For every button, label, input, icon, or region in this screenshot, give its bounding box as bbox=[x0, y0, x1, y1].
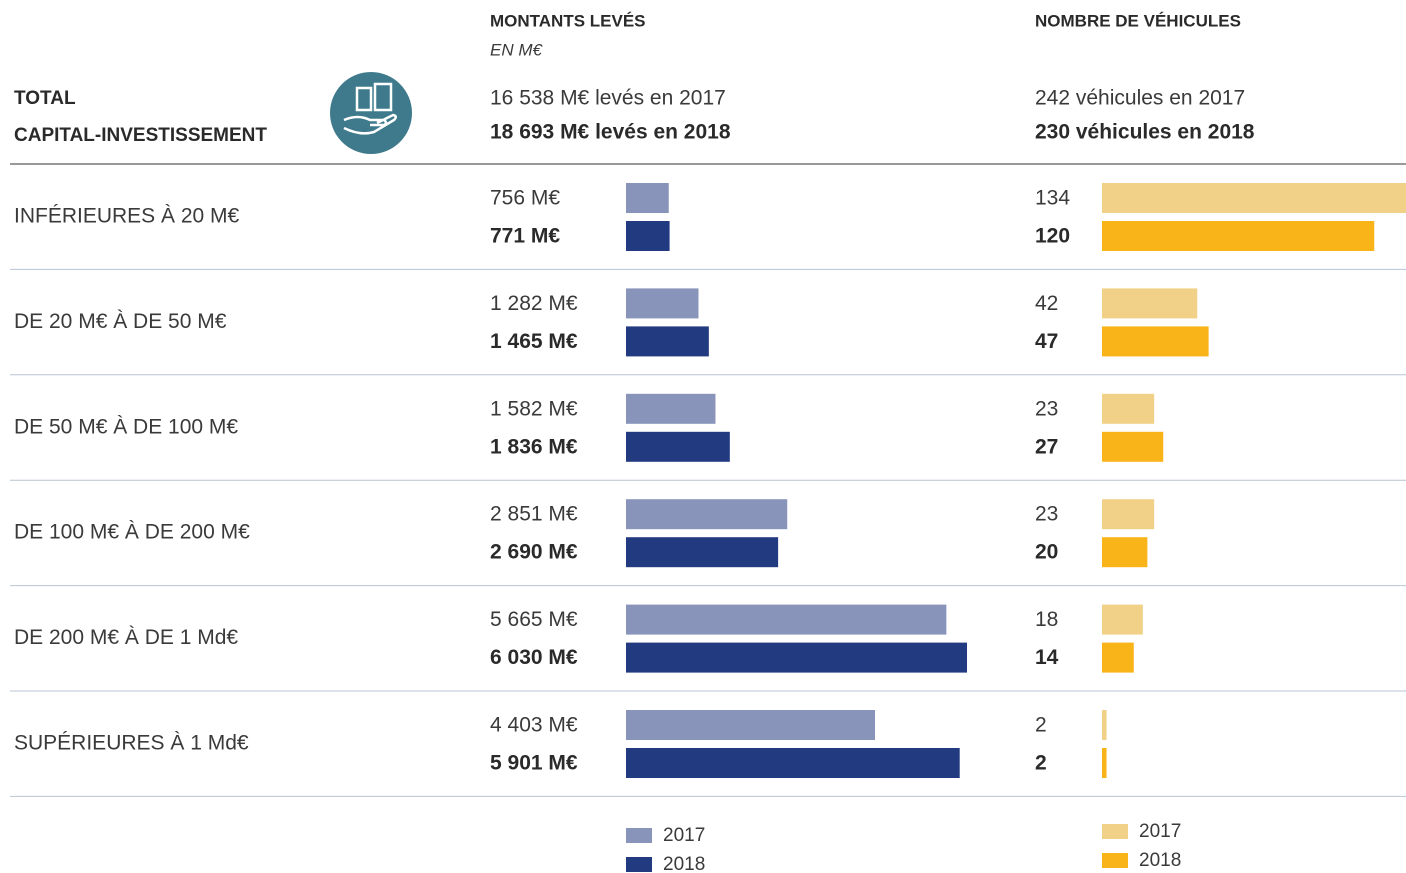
total-text: 242 véhicules en 2017 bbox=[1035, 87, 1245, 110]
bar bbox=[1102, 499, 1155, 530]
legend-swatch bbox=[626, 857, 652, 872]
bar bbox=[626, 183, 669, 213]
value-label: 27 bbox=[1035, 435, 1058, 458]
legend-swatch bbox=[1102, 853, 1128, 868]
bar bbox=[1102, 221, 1375, 251]
value-label: 134 bbox=[1035, 187, 1070, 210]
value-label: 771 M€ bbox=[490, 225, 560, 248]
category-label: DE 20 M€ À DE 50 M€ bbox=[14, 310, 227, 333]
value-label: 2 851 M€ bbox=[490, 503, 578, 526]
value-label: 42 bbox=[1035, 292, 1058, 315]
value-label: 14 bbox=[1035, 646, 1059, 669]
bar bbox=[1102, 642, 1134, 673]
bar bbox=[626, 604, 947, 635]
value-label: 4 403 M€ bbox=[490, 714, 578, 737]
total-text: 230 véhicules en 2018 bbox=[1035, 121, 1255, 144]
total-label: TOTAL bbox=[14, 88, 76, 109]
bar bbox=[626, 537, 779, 568]
bar bbox=[626, 499, 788, 530]
bar bbox=[1102, 431, 1164, 462]
value-label: 1 282 M€ bbox=[490, 292, 578, 315]
bar bbox=[1102, 288, 1198, 319]
bar bbox=[1102, 710, 1107, 740]
value-label: 5 901 M€ bbox=[490, 752, 578, 775]
legend-label: 2018 bbox=[1139, 850, 1181, 871]
category-label: DE 50 M€ À DE 100 M€ bbox=[14, 415, 238, 438]
bar bbox=[1102, 748, 1107, 778]
total-label: CAPITAL-INVESTISSEMENT bbox=[14, 125, 267, 146]
value-label: 5 665 M€ bbox=[490, 608, 578, 631]
bar bbox=[626, 710, 875, 740]
legend-swatch bbox=[626, 828, 652, 843]
total-text: 18 693 M€ levés en 2018 bbox=[490, 121, 731, 144]
value-label: 2 bbox=[1035, 752, 1047, 775]
bar bbox=[1102, 537, 1148, 568]
bar bbox=[626, 221, 670, 251]
chart-title: MONTANTS LEVÉS bbox=[490, 11, 646, 30]
category-label: DE 200 M€ À DE 1 Md€ bbox=[14, 626, 238, 649]
value-label: 47 bbox=[1035, 330, 1058, 353]
chart-title: NOMBRE DE VÉHICULES bbox=[1035, 11, 1241, 30]
value-label: 23 bbox=[1035, 397, 1058, 420]
bar bbox=[626, 326, 709, 357]
legend-label: 2017 bbox=[663, 825, 705, 846]
value-label: 18 bbox=[1035, 608, 1058, 631]
bar bbox=[1102, 326, 1209, 357]
value-label: 23 bbox=[1035, 503, 1058, 526]
bar bbox=[1102, 183, 1406, 213]
category-label: INFÉRIEURES À 20 M€ bbox=[14, 205, 240, 228]
value-label: 1 582 M€ bbox=[490, 397, 578, 420]
value-label: 756 M€ bbox=[490, 187, 560, 210]
legend-label: 2018 bbox=[663, 854, 705, 873]
legend-swatch bbox=[1102, 824, 1128, 839]
value-label: 2 bbox=[1035, 714, 1047, 737]
bar bbox=[1102, 393, 1155, 424]
bar bbox=[626, 642, 967, 673]
value-label: 2 690 M€ bbox=[490, 541, 578, 564]
category-label: DE 100 M€ À DE 200 M€ bbox=[14, 521, 250, 544]
bar bbox=[626, 748, 960, 778]
value-label: 1 465 M€ bbox=[490, 330, 578, 353]
total-text: 16 538 M€ levés en 2017 bbox=[490, 87, 726, 110]
value-label: 6 030 M€ bbox=[490, 646, 578, 669]
bar bbox=[626, 393, 716, 424]
category-label: SUPÉRIEURES À 1 Md€ bbox=[14, 732, 249, 755]
chart-subtitle: EN M€ bbox=[490, 40, 544, 59]
bar bbox=[1102, 604, 1143, 635]
value-label: 20 bbox=[1035, 541, 1058, 564]
bar bbox=[626, 288, 699, 319]
bar bbox=[626, 431, 730, 462]
value-label: 1 836 M€ bbox=[490, 435, 578, 458]
icon bbox=[330, 72, 412, 154]
value-label: 120 bbox=[1035, 225, 1070, 248]
legend-label: 2017 bbox=[1139, 821, 1181, 842]
